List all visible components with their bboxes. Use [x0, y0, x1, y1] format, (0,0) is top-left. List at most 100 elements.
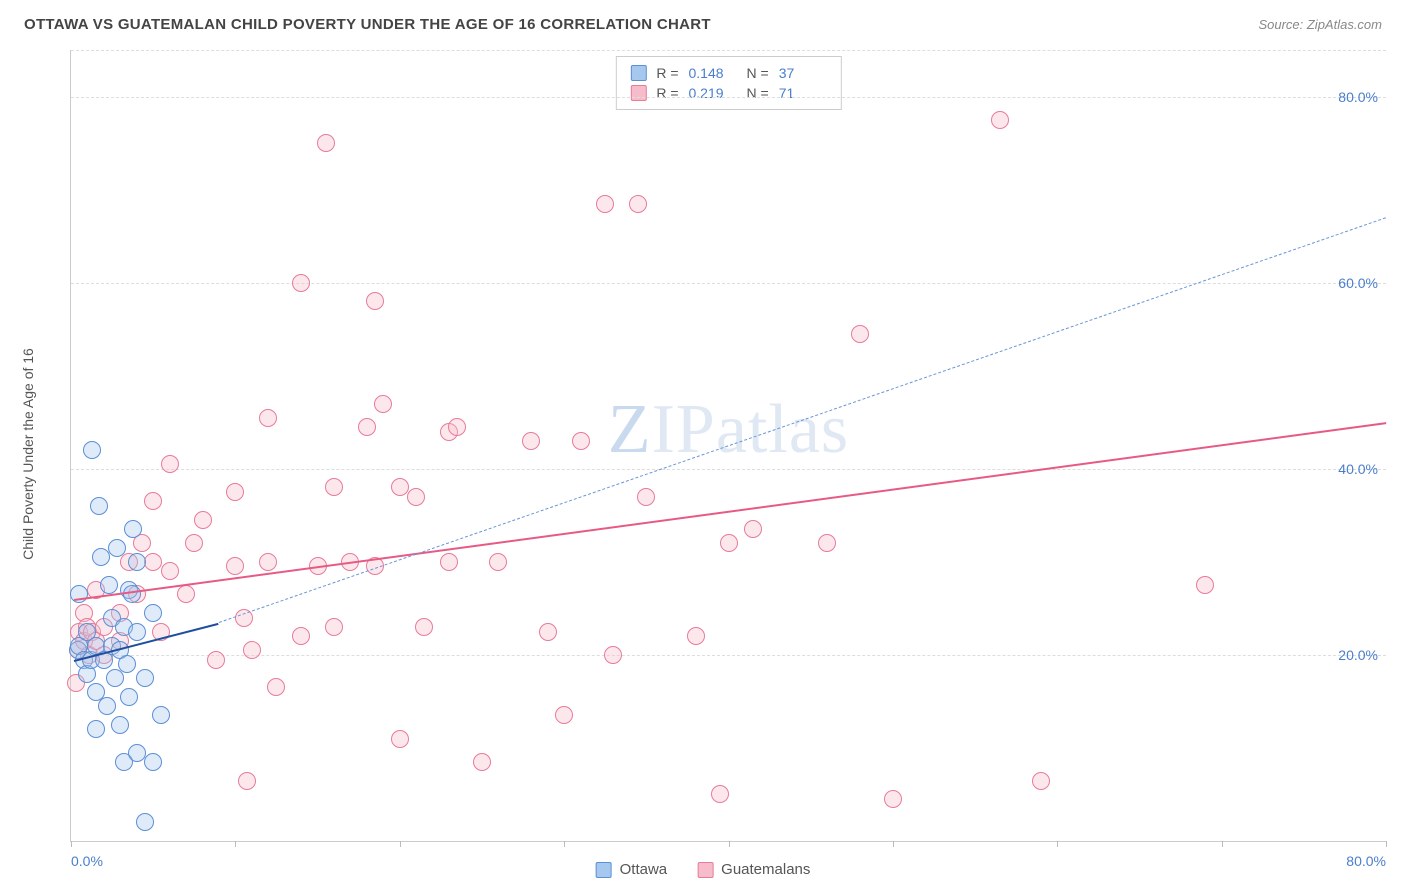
guat-swatch-icon	[630, 85, 646, 101]
guat-point	[259, 553, 277, 571]
series-legend: Ottawa Guatemalans	[596, 861, 811, 878]
guat-point	[366, 292, 384, 310]
guat-point	[391, 478, 409, 496]
source-attribution: Source: ZipAtlas.com	[1258, 17, 1382, 32]
ottawa-point	[136, 813, 154, 831]
ottawa-point	[92, 548, 110, 566]
x-tick	[400, 841, 401, 847]
ottawa-point	[128, 744, 146, 762]
guat-point	[267, 678, 285, 696]
r-value-guat: 0.219	[689, 85, 737, 101]
guat-point	[448, 418, 466, 436]
guat-point	[522, 432, 540, 450]
ottawa-point	[123, 585, 141, 603]
ottawa-point	[70, 585, 88, 603]
y-tick-label: 20.0%	[1338, 647, 1378, 663]
watermark-ip: IP	[652, 391, 716, 468]
guat-point	[226, 483, 244, 501]
y-tick-label: 60.0%	[1338, 275, 1378, 291]
guat-point	[1196, 576, 1214, 594]
y-axis-label: Child Poverty Under the Age of 16	[20, 348, 36, 560]
chart-title: OTTAWA VS GUATEMALAN CHILD POVERTY UNDER…	[24, 16, 711, 33]
guat-point	[194, 511, 212, 529]
ottawa-point	[98, 697, 116, 715]
correlation-legend: R = 0.148 N = 37 R = 0.219 N = 71	[615, 56, 841, 110]
r-value-ottawa: 0.148	[689, 65, 737, 81]
gridline	[71, 50, 1386, 51]
guat-point	[720, 534, 738, 552]
guat-point	[243, 641, 261, 659]
guat-point	[317, 134, 335, 152]
guat-point	[818, 534, 836, 552]
guat-point	[851, 325, 869, 343]
x-tick	[71, 841, 72, 847]
legend-label-guat: Guatemalans	[721, 861, 810, 878]
ottawa-point	[90, 497, 108, 515]
ottawa-point	[124, 520, 142, 538]
ottawa-projection	[219, 218, 1386, 624]
guat-point	[161, 455, 179, 473]
x-tick	[1222, 841, 1223, 847]
guat-trendline	[74, 422, 1386, 601]
guat-point	[596, 195, 614, 213]
ottawa-point	[128, 623, 146, 641]
guat-point	[884, 790, 902, 808]
guat-point	[161, 562, 179, 580]
x-tick	[235, 841, 236, 847]
guat-point	[226, 557, 244, 575]
ottawa-point	[111, 716, 129, 734]
y-tick-label: 80.0%	[1338, 89, 1378, 105]
guat-point	[637, 488, 655, 506]
ottawa-point	[128, 553, 146, 571]
r-label: R =	[656, 65, 678, 81]
guat-point	[238, 772, 256, 790]
n-label: N =	[747, 85, 769, 101]
guat-point	[292, 274, 310, 292]
guat-point	[1032, 772, 1050, 790]
guat-point	[539, 623, 557, 641]
guat-point	[374, 395, 392, 413]
guat-point	[572, 432, 590, 450]
guat-point	[325, 618, 343, 636]
guat-point	[177, 585, 195, 603]
x-axis-max-label: 80.0%	[1346, 853, 1386, 869]
guat-point	[744, 520, 762, 538]
gridline	[71, 655, 1386, 656]
guat-point	[711, 785, 729, 803]
y-tick-label: 40.0%	[1338, 461, 1378, 477]
guat-point	[629, 195, 647, 213]
gridline	[71, 469, 1386, 470]
x-tick	[564, 841, 565, 847]
x-tick	[729, 841, 730, 847]
source-prefix: Source:	[1258, 17, 1306, 32]
guat-point	[144, 492, 162, 510]
ottawa-swatch-icon	[596, 862, 612, 878]
watermark-z: Z	[608, 391, 652, 468]
guat-point	[292, 627, 310, 645]
plot-area: ZIPatlas R = 0.148 N = 37 R = 0.219 N = …	[70, 50, 1386, 842]
guat-point	[207, 651, 225, 669]
guat-point	[391, 730, 409, 748]
chart-header: OTTAWA VS GUATEMALAN CHILD POVERTY UNDER…	[0, 0, 1406, 45]
guat-point	[259, 409, 277, 427]
guat-swatch-icon	[697, 862, 713, 878]
legend-item-guat: Guatemalans	[697, 861, 810, 878]
n-value-ottawa: 37	[779, 65, 827, 81]
x-tick	[1057, 841, 1058, 847]
gridline	[71, 283, 1386, 284]
ottawa-swatch-icon	[630, 65, 646, 81]
guat-point	[185, 534, 203, 552]
n-label: N =	[747, 65, 769, 81]
ottawa-point	[108, 539, 126, 557]
guat-point	[325, 478, 343, 496]
ottawa-point	[83, 441, 101, 459]
ottawa-point	[144, 753, 162, 771]
chart-area: Child Poverty Under the Age of 16 ZIPatl…	[50, 50, 1386, 842]
n-value-guat: 71	[779, 85, 827, 101]
legend-row-ottawa: R = 0.148 N = 37	[630, 63, 826, 83]
ottawa-point	[136, 669, 154, 687]
ottawa-point	[120, 688, 138, 706]
ottawa-point	[144, 604, 162, 622]
gridline	[71, 97, 1386, 98]
source-name: ZipAtlas.com	[1307, 17, 1382, 32]
